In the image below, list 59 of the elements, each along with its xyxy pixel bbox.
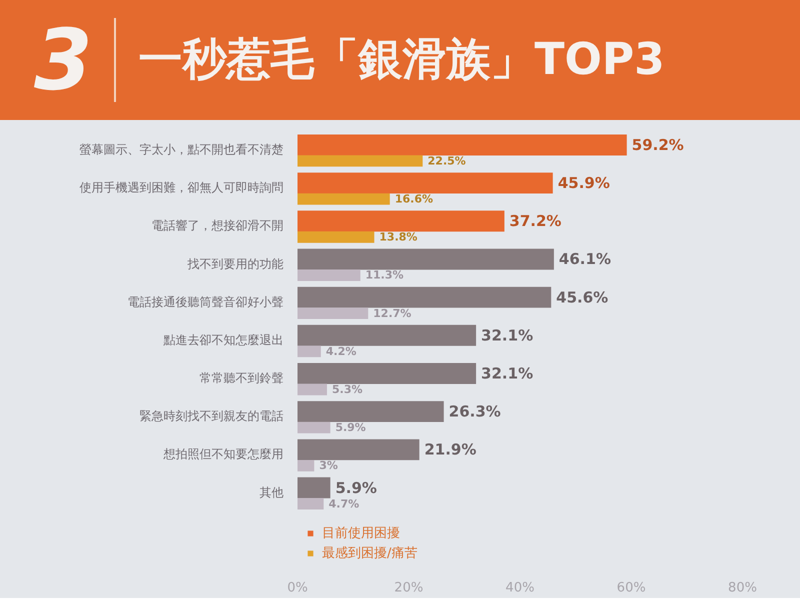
bar	[298, 172, 553, 194]
data-label: 12.7%	[373, 306, 412, 320]
data-label: 3%	[319, 459, 338, 472]
bar	[298, 248, 554, 270]
x-tick-label: 80%	[728, 580, 757, 596]
bar	[298, 422, 330, 434]
data-label: 5.9%	[335, 478, 377, 497]
data-label: 4.2%	[326, 344, 356, 358]
bar	[298, 324, 476, 346]
y-tick-label: 其他	[260, 485, 284, 500]
data-label: 32.1%	[481, 364, 534, 382]
data-label: 26.3%	[448, 402, 501, 421]
bar	[298, 401, 444, 422]
bar	[298, 270, 360, 281]
y-tick-label: 使用手機遇到困難，卻無人可即時詢問	[80, 180, 284, 195]
data-label: 5.9%	[335, 421, 366, 434]
data-label: 13.8%	[379, 230, 418, 244]
bar	[298, 193, 390, 205]
data-label: 32.1%	[481, 326, 534, 344]
data-label: 5.3%	[332, 382, 362, 396]
data-label: 37.2%	[509, 212, 562, 230]
text: 3	[33, 11, 94, 109]
bar	[298, 308, 368, 320]
y-tick-label: 想拍照但不知要怎麼用	[162, 447, 284, 462]
bar	[298, 210, 504, 232]
y-tick-label: 螢幕圖示、字太小，點不開也看不清楚	[80, 142, 284, 157]
x-tick-label: 20%	[394, 580, 424, 596]
bar	[298, 477, 330, 498]
y-tick-label: 點進去卻不知怎麼退出	[162, 332, 284, 347]
bar	[298, 155, 423, 167]
x-tick-label: 40%	[506, 580, 534, 596]
chart-title: 一秒惹毛「銀滑族」TOP3	[138, 34, 665, 85]
bar	[298, 231, 374, 243]
y-tick-label: 電話接通後聽筒聲音卻好小聲	[128, 294, 284, 309]
data-label: 22.5%	[428, 154, 466, 168]
data-label: 16.6%	[394, 192, 434, 206]
bar	[298, 286, 552, 308]
bar	[298, 460, 314, 472]
data-label: 59.2%	[632, 136, 684, 154]
legend-label: 最感到困擾/痛苦	[322, 545, 418, 562]
bar	[298, 439, 420, 460]
x-tick-label: 60%	[616, 580, 646, 596]
bar	[298, 498, 324, 510]
data-label: 45.9%	[558, 174, 610, 192]
legend-label: 目前使用困擾	[322, 525, 400, 542]
data-label: 4.7%	[328, 497, 360, 510]
y-tick-label: 找不到要用的功能	[186, 256, 284, 271]
data-label: 21.9%	[424, 440, 476, 459]
y-tick-label: 常常聽不到鈴聲	[200, 371, 284, 386]
bar	[298, 384, 327, 396]
bar	[298, 134, 627, 156]
bar	[298, 346, 321, 358]
data-label: 11.3%	[365, 268, 404, 282]
bar	[298, 363, 476, 384]
y-tick-label: 緊急時刻找不到親友的電話	[140, 409, 284, 424]
data-label: 46.1%	[558, 250, 611, 268]
x-tick-label: 0%	[287, 580, 308, 596]
data-label: 45.6%	[556, 288, 608, 306]
y-tick-label: 電話響了，想接卻滑不開	[152, 218, 284, 233]
